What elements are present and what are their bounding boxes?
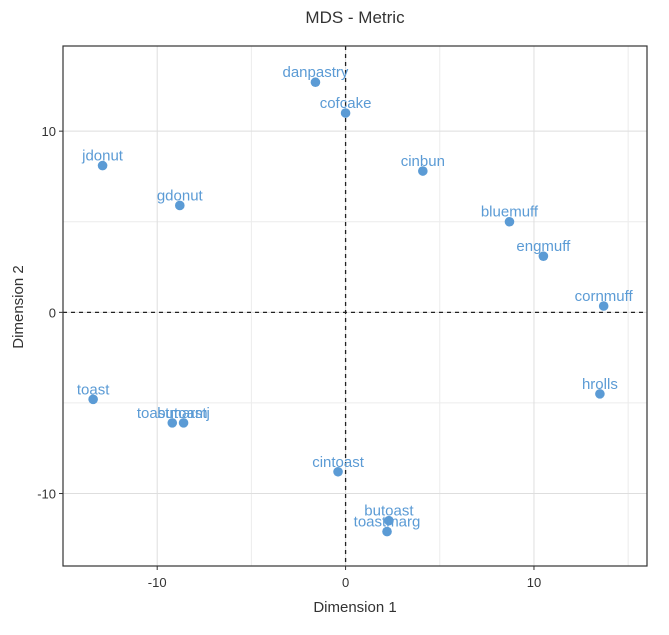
chart-title: MDS - Metric (305, 8, 405, 27)
y-tick-label: 0 (49, 305, 56, 320)
x-tick-label: -10 (148, 575, 167, 590)
data-point-butoastj (178, 418, 189, 428)
point-label-bluemuff: bluemuff (481, 204, 539, 221)
point-label-toast: toast (77, 381, 110, 398)
point-label-cornmuff: cornmuff (575, 288, 634, 305)
x-tick-label: 10 (527, 575, 541, 590)
data-point-bluemuff (504, 216, 515, 227)
data-point-butoast (384, 515, 394, 526)
data-point-toast (88, 394, 98, 405)
plot-border (62, 45, 648, 567)
data-point-gdonut (175, 200, 185, 211)
data-point-cinbun (418, 166, 428, 176)
point-label-danpastry: danpastry (283, 64, 349, 81)
point-label-butoastj: butoastj (157, 405, 210, 422)
x-axis-label: Dimension 1 (313, 599, 396, 616)
point-label-jdonut: jdonut (81, 148, 124, 165)
point-label-butoast: butoast (364, 503, 414, 520)
plot-area: -10 0 10 -10 0 10 danpastry cofcake jdonut gdonut… (37, 45, 648, 590)
point-label-cofcake: cofcake (320, 95, 372, 112)
data-point-toastmarm (167, 418, 178, 428)
point-label-gdonut: gdonut (157, 187, 204, 204)
data-point-toastmarg (382, 526, 392, 537)
point-label-hrolls: hrolls (582, 376, 618, 393)
data-point-cornmuff (598, 301, 609, 311)
data-point-cofcake (340, 108, 351, 118)
data-point-hrolls (595, 389, 605, 399)
data-point-jdonut (97, 160, 108, 171)
x-tick-label: 0 (342, 575, 349, 590)
data-point-danpastry (310, 77, 321, 88)
point-label-engmuff: engmuff (516, 238, 571, 255)
y-tick-label: -10 (37, 487, 56, 502)
data-point-engmuff (538, 251, 549, 261)
point-label-cinbun: cinbun (401, 153, 445, 170)
y-axis-label: Dimension 2 (10, 265, 27, 348)
point-label-cintoast: cintoast (312, 454, 365, 471)
point-label-toastmarm: toastmarm (137, 405, 208, 422)
point-label-toastmarg: toastmarg (354, 514, 421, 531)
data-point-cintoast (333, 466, 343, 477)
y-tick-label: 10 (42, 124, 56, 139)
